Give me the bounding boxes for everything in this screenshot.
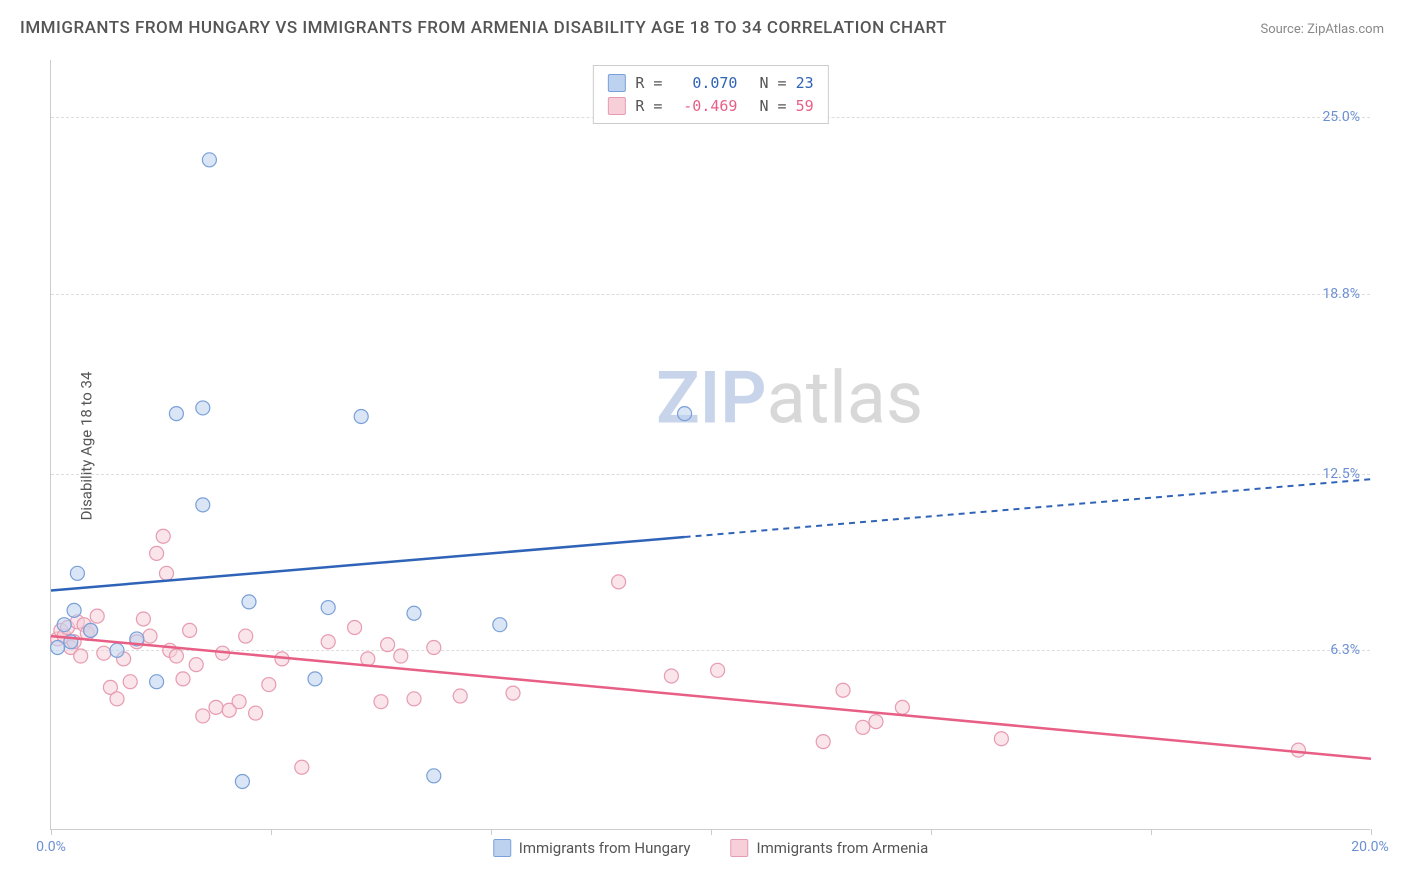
trend-line	[51, 537, 685, 590]
series-legend: Immigrants from Hungary Immigrants from …	[493, 839, 929, 857]
correlation-legend-row: R = 0.070 N = 23	[607, 72, 813, 95]
data-point	[407, 692, 421, 706]
legend-label: Immigrants from Armenia	[757, 839, 929, 857]
data-point	[110, 643, 124, 657]
legend-label: Immigrants from Hungary	[519, 839, 691, 857]
x-tick	[271, 829, 272, 835]
r-label: R =	[635, 72, 671, 95]
data-point	[361, 652, 375, 666]
legend-item-armenia: Immigrants from Armenia	[731, 839, 929, 857]
trend-line	[51, 636, 1371, 759]
n-label: N =	[759, 95, 795, 118]
correlation-legend-row: R = -0.469 N = 59	[607, 95, 813, 118]
data-point	[150, 546, 164, 560]
data-point	[156, 529, 170, 543]
data-point	[381, 638, 395, 652]
data-point	[374, 695, 388, 709]
n-value: 59	[796, 95, 814, 118]
data-point	[90, 609, 104, 623]
r-label: R =	[635, 95, 671, 118]
data-point	[183, 623, 197, 637]
data-point	[143, 629, 157, 643]
data-point	[189, 658, 203, 672]
chart-svg	[51, 60, 1370, 829]
data-point	[1291, 743, 1305, 757]
data-point	[176, 672, 190, 686]
data-point	[74, 649, 88, 663]
data-point	[84, 623, 98, 637]
data-point	[57, 618, 71, 632]
data-point	[321, 601, 335, 615]
r-value: 0.070	[671, 72, 737, 95]
data-point	[295, 760, 309, 774]
data-point	[262, 678, 276, 692]
x-tick	[931, 829, 932, 835]
data-point	[856, 720, 870, 734]
legend-swatch-hungary	[607, 74, 625, 92]
x-min-label: 0.0%	[36, 839, 66, 855]
data-point	[664, 669, 678, 683]
data-point	[202, 153, 216, 167]
data-point	[249, 706, 263, 720]
data-point	[196, 498, 210, 512]
data-point	[407, 606, 421, 620]
data-point	[242, 595, 256, 609]
data-point	[51, 640, 65, 654]
data-point	[97, 646, 111, 660]
data-point	[836, 683, 850, 697]
n-label: N =	[759, 72, 795, 95]
data-point	[123, 675, 137, 689]
x-tick	[1371, 829, 1372, 835]
data-point	[150, 675, 164, 689]
data-point	[321, 635, 335, 649]
data-point	[169, 407, 183, 421]
r-value: -0.469	[671, 95, 737, 118]
data-point	[169, 649, 183, 663]
x-tick	[711, 829, 712, 835]
legend-item-hungary: Immigrants from Hungary	[493, 839, 691, 857]
data-point	[70, 566, 84, 580]
data-point	[232, 695, 246, 709]
plot-area: R = 0.070 N = 23 R = -0.469 N = 59 ZIPat…	[50, 60, 1370, 830]
data-point	[160, 566, 174, 580]
data-point	[196, 401, 210, 415]
source-attribution: Source: ZipAtlas.com	[1260, 22, 1384, 37]
data-point	[136, 612, 150, 626]
data-point	[453, 689, 467, 703]
chart-title: IMMIGRANTS FROM HUNGARY VS IMMIGRANTS FR…	[20, 18, 947, 38]
correlation-legend: R = 0.070 N = 23 R = -0.469 N = 59	[592, 65, 828, 124]
data-point	[506, 686, 520, 700]
x-tick	[1151, 829, 1152, 835]
data-point	[711, 663, 725, 677]
x-tick	[51, 829, 52, 835]
data-point	[678, 407, 692, 421]
n-value: 23	[796, 72, 814, 95]
legend-swatch-hungary	[493, 839, 511, 857]
legend-swatch-armenia	[607, 97, 625, 115]
data-point	[816, 735, 830, 749]
data-point	[110, 692, 124, 706]
data-point	[394, 649, 408, 663]
trend-line-extrapolated	[685, 479, 1371, 537]
data-point	[895, 700, 909, 714]
data-point	[427, 769, 441, 783]
data-point	[348, 621, 362, 635]
data-point	[196, 709, 210, 723]
data-point	[239, 629, 253, 643]
x-max-label: 20.0%	[1351, 839, 1389, 855]
data-point	[308, 672, 322, 686]
data-point	[869, 715, 883, 729]
data-point	[427, 640, 441, 654]
x-tick	[491, 829, 492, 835]
data-point	[209, 700, 223, 714]
data-point	[235, 775, 249, 789]
data-point	[67, 603, 81, 617]
legend-swatch-armenia	[731, 839, 749, 857]
data-point	[994, 732, 1008, 746]
data-point	[493, 618, 507, 632]
chart-container: IMMIGRANTS FROM HUNGARY VS IMMIGRANTS FR…	[0, 0, 1406, 892]
data-point	[354, 409, 368, 423]
data-point	[612, 575, 626, 589]
